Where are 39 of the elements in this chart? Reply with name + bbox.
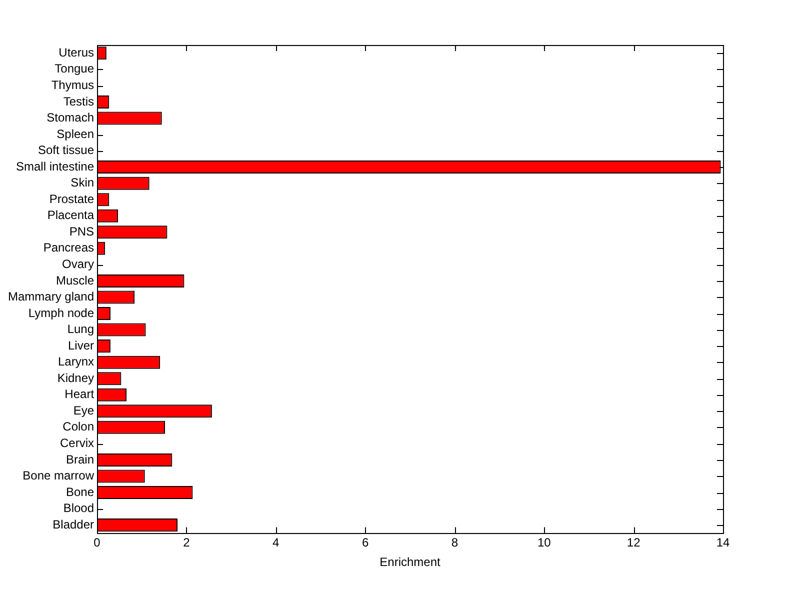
x-tick-label: 12 [626,536,641,550]
y-tick-label: Pancreas [43,240,94,255]
y-tick-label: Mammary gland [8,290,94,304]
x-tick-label: 4 [272,536,280,550]
y-tick-label: Ovary [62,257,94,272]
y-tick-label: Colon [62,420,94,434]
x-tick-label: 8 [451,536,458,550]
y-tick-label: Skin [70,176,94,190]
y-tick-label: Soft tissue [38,143,94,158]
x-tick-label: 6 [362,536,369,550]
y-tick-label: Bone marrow [22,468,94,483]
y-tick-label: Eye [73,403,94,418]
y-tick-label: PNS [69,224,94,238]
y-tick-label: Lung [67,322,94,336]
y-tick-label: Heart [64,387,95,402]
y-tick-label: Muscle [56,273,94,288]
y-tick-label: Small intestine [16,159,94,174]
y-tick-label: Prostate [49,192,94,206]
y-tick-label: Placenta [47,208,94,222]
x-tick-label: 14 [716,536,730,550]
x-axis-title: Enrichment [380,555,442,570]
y-tick-label: Uterus [58,45,94,60]
y-tick-label: Thymus [51,78,94,92]
y-tick-label: Testis [63,94,94,108]
y-tick-label: Lymph node [28,306,94,320]
y-tick-label: Kidney [57,370,94,385]
y-tick-label: Bone [66,484,94,499]
y-tick-label: Brain [66,452,94,466]
y-tick-label: Bladder [52,517,94,532]
y-tick-label: Blood [63,501,94,516]
y-tick-label: Liver [68,338,94,352]
y-tick-label: Tongue [54,62,94,76]
x-tick-label: 0 [94,536,101,550]
y-tick-label: Stomach [46,110,94,125]
x-tick-label: 2 [183,536,190,550]
y-tick-label: Spleen [56,126,94,141]
y-tick-label: Larynx [58,354,94,369]
y-tick-label: Cervix [60,436,94,450]
x-tick-label: 10 [537,536,552,550]
